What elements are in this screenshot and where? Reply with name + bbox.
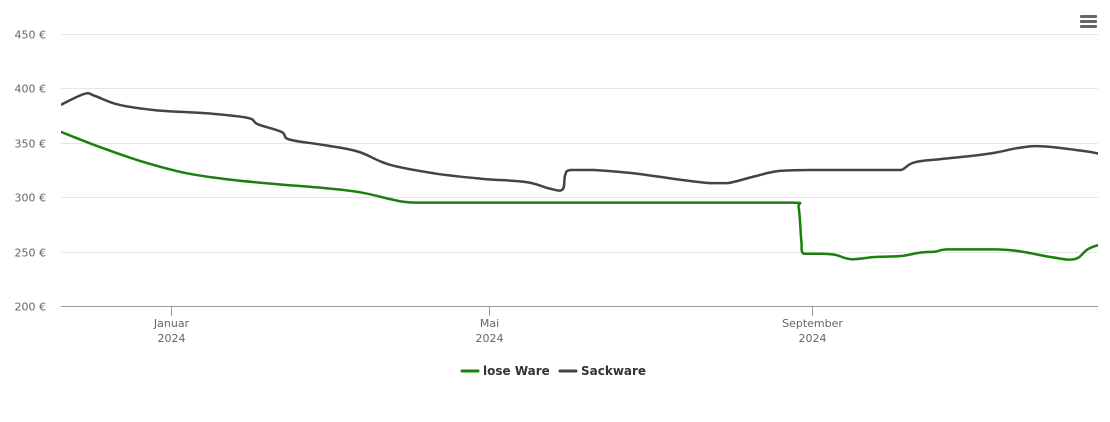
x-tick-label-month: Mai xyxy=(480,317,499,330)
menu-bar xyxy=(1080,15,1097,18)
y-tick-label: 250 € xyxy=(15,247,47,260)
series-layer xyxy=(61,91,1098,261)
grid-layer xyxy=(61,34,1098,253)
legend-label: lose Ware xyxy=(483,364,550,378)
x-tick-label-month: Januar xyxy=(153,317,190,330)
menu-bar xyxy=(1080,20,1097,23)
legend-item[interactable]: lose Ware xyxy=(460,364,550,378)
series-clip-group xyxy=(61,91,1098,261)
series-line-lose-ware xyxy=(61,130,1098,261)
chart-menu-button[interactable] xyxy=(1074,8,1102,36)
y-tick-label: 400 € xyxy=(15,83,47,96)
legend: lose Ware Sackware xyxy=(460,364,646,378)
y-tick-label: 200 € xyxy=(15,301,47,314)
legend-item[interactable]: Sackware xyxy=(558,364,646,378)
x-tick-label-year: 2024 xyxy=(158,332,186,345)
y-tick-label: 350 € xyxy=(15,138,47,151)
x-tick-label-year: 2024 xyxy=(799,332,827,345)
y-tick-label: 450 € xyxy=(15,29,47,42)
series-line-sackware xyxy=(61,91,1098,192)
x-tick-label-month: September xyxy=(782,317,843,330)
legend-label: Sackware xyxy=(581,364,646,378)
axis-layer: 200 € 250 € 300 € 350 € 400 € 450 € Januar 2024… xyxy=(15,29,1098,345)
x-tick-label-year: 2024 xyxy=(476,332,504,345)
menu-bar xyxy=(1080,25,1097,28)
hamburger-menu-icon xyxy=(1080,15,1097,28)
y-tick-label: 300 € xyxy=(15,192,47,205)
